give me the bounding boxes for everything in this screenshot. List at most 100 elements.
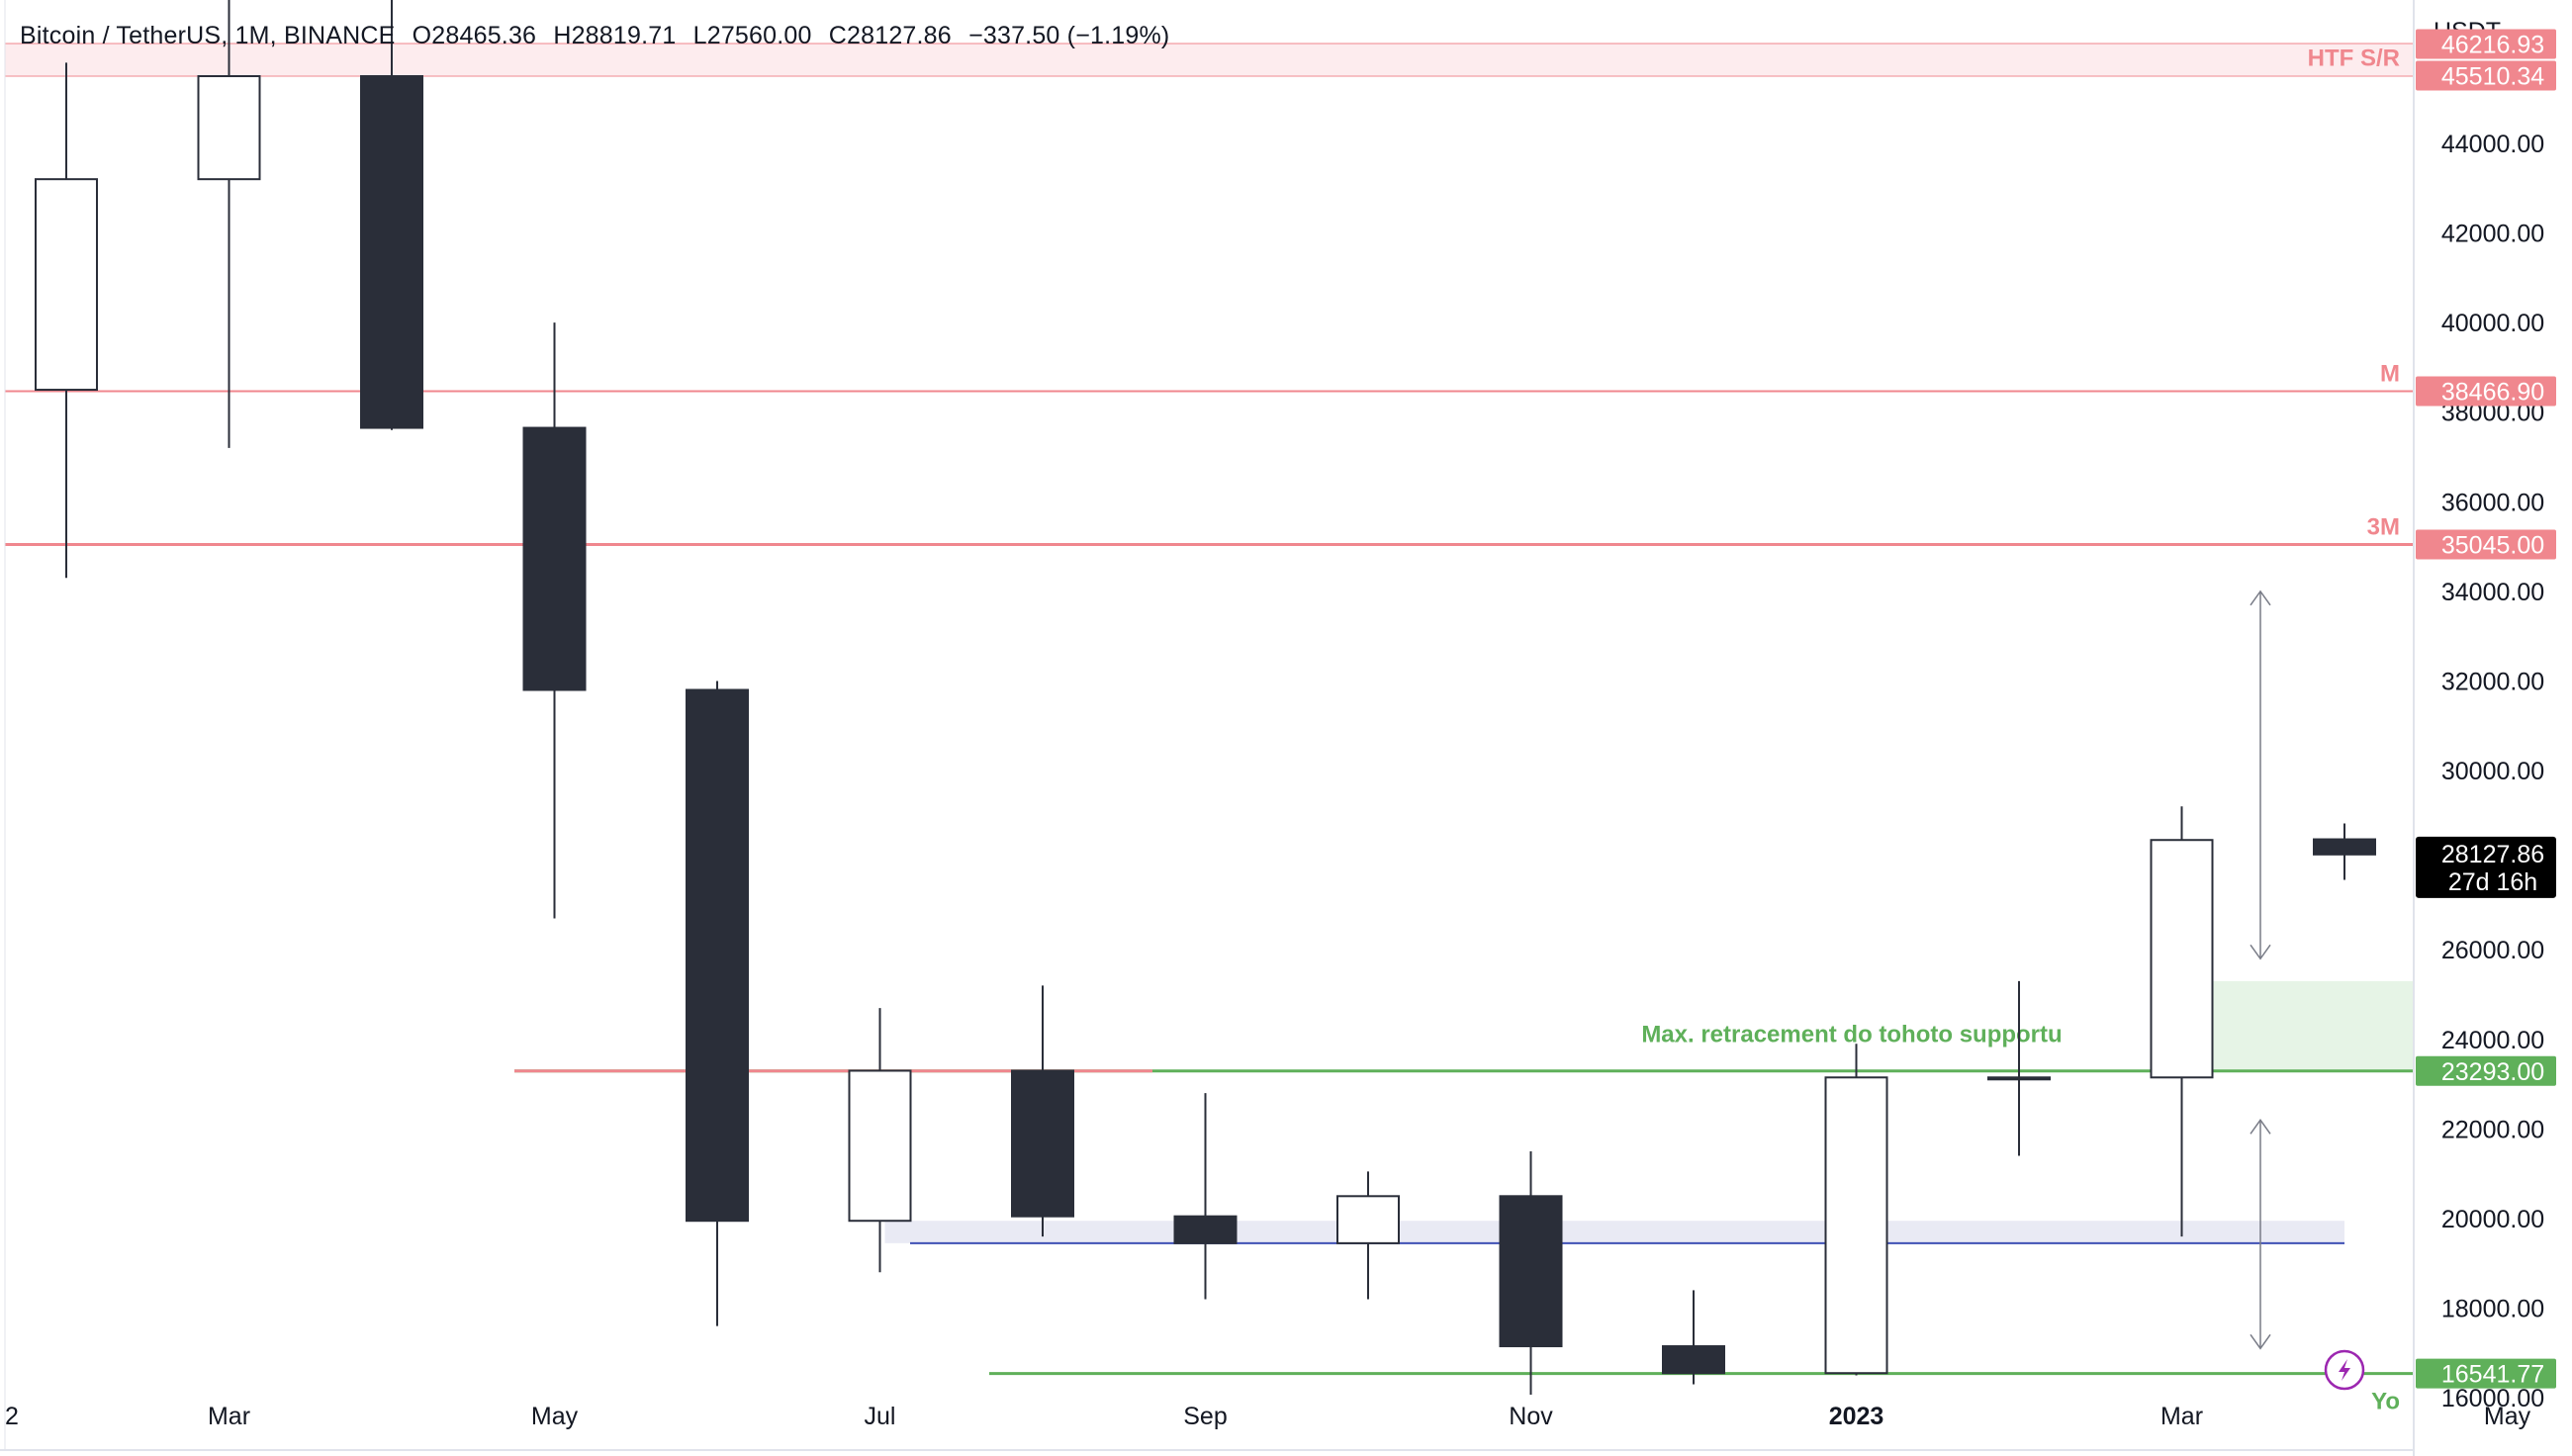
y-tick-label: 44000.00	[2441, 131, 2544, 158]
price-tag-bg	[2416, 529, 2556, 560]
y-tick-label: 20000.00	[2441, 1206, 2544, 1233]
candle-2023-02	[1987, 980, 2051, 1156]
y-tick-label: 42000.00	[2441, 221, 2544, 248]
price-tag-bg	[2416, 376, 2556, 407]
measure-arrow-head-top	[2250, 590, 2271, 606]
price-tag-3: 35045.00	[2416, 529, 2556, 560]
level-label-1: HTF S/R	[2308, 46, 2400, 72]
candle-body	[686, 688, 749, 1223]
x-tick-label: Nov	[1509, 1403, 1553, 1430]
candle-2022-05	[522, 322, 587, 919]
price-tag-label: 35045.00	[2441, 532, 2544, 560]
candle-2022-04	[360, 0, 423, 430]
symbol-label[interactable]: Bitcoin / TetherUS, 1M, BINANCE	[20, 22, 396, 49]
htf-band	[5, 44, 2414, 76]
candle-body	[1662, 1345, 1725, 1375]
candle-body	[1173, 1215, 1238, 1244]
ohlc-low: L27560.00	[692, 22, 812, 49]
lightning-icon[interactable]	[2324, 1349, 2365, 1391]
support-zone	[2209, 980, 2414, 1071]
lightning-icon-glyph	[2339, 1359, 2350, 1381]
candle-body	[1499, 1195, 1563, 1348]
candle-body	[35, 178, 98, 392]
ohlc-change: −337.50 (−1.19%)	[968, 22, 1170, 49]
ohlc-open: O28465.36	[412, 22, 537, 49]
x-tick-label: May	[531, 1403, 579, 1430]
price-tag-bg	[2416, 60, 2556, 91]
plot-area: Max. retracement do tohoto supportu	[5, 0, 2414, 1395]
level-label-3: 3M	[2367, 514, 2400, 541]
price-tag-bg	[2416, 1055, 2556, 1086]
level-label-5: Yo	[2371, 1389, 2400, 1415]
candle-2023-01	[1824, 1044, 1888, 1376]
candle-2022-11	[1499, 1151, 1563, 1395]
candle-2022-07	[848, 1008, 912, 1273]
candle-body	[2313, 838, 2376, 856]
candle-body	[360, 74, 423, 429]
x-tick-label: Sep	[1183, 1403, 1227, 1430]
y-tick-label: 36000.00	[2441, 489, 2544, 516]
price-tag-label: 45510.34	[2441, 63, 2544, 91]
price-tag-2: 38466.90	[2416, 376, 2556, 407]
candle-body	[197, 74, 261, 181]
price-tag-bg	[2416, 1358, 2556, 1389]
y-tick-label: 32000.00	[2441, 668, 2544, 695]
candle-body	[848, 1069, 912, 1223]
x-tick-label: Mar	[2160, 1403, 2203, 1430]
x-tick-label: 2023	[1829, 1403, 1884, 1430]
price-tag-bg	[2416, 29, 2556, 59]
y-tick-label: 26000.00	[2441, 937, 2544, 964]
candle-body	[1336, 1195, 1400, 1244]
measure-arrow-head-bottom	[2250, 944, 2271, 960]
measure-arrow-head-top	[2250, 1119, 2271, 1135]
candle-body	[1824, 1076, 1888, 1375]
y-tick-label: 34000.00	[2441, 579, 2544, 606]
x-tick-label: Jul	[865, 1403, 896, 1430]
price-tag-4: 23293.00	[2416, 1055, 2556, 1086]
level-label-2: M	[2380, 361, 2400, 388]
y-tick-label: 40000.00	[2441, 310, 2544, 337]
y-tick-label: 22000.00	[2441, 1116, 2544, 1143]
price-tag-label: 16541.77	[2441, 1361, 2544, 1389]
candle-2022-12	[1662, 1290, 1725, 1385]
symbol-legend: Bitcoin / TetherUS, 1M, BINANCE O28465.3…	[20, 22, 1179, 50]
candle-2022-03	[197, 0, 261, 448]
candle-2022-08	[1011, 985, 1074, 1237]
price-tag-5: 16541.77	[2416, 1358, 2556, 1389]
ohlc-close: C28127.86	[828, 22, 952, 49]
candle-body	[1011, 1069, 1074, 1218]
candle-body	[2150, 839, 2214, 1079]
x-tick-label: Mar	[208, 1403, 250, 1430]
measure-arrow-1	[2250, 1119, 2271, 1350]
last-price-bg	[2416, 836, 2556, 898]
y-tick-label: 18000.00	[2441, 1296, 2544, 1323]
measure-arrow-0	[2250, 590, 2271, 960]
x-tick-label: 2	[5, 1403, 19, 1430]
price-tag-label: 38466.90	[2441, 379, 2544, 407]
price-tag-0: 46216.93	[2416, 29, 2556, 59]
price-tag-1: 45510.34	[2416, 60, 2556, 91]
measure-arrow-head-bottom	[2250, 1333, 2271, 1350]
candle-2023-04	[2313, 823, 2376, 880]
price-tag-label: 23293.00	[2441, 1058, 2544, 1086]
last-price-countdown: 27d 16h	[2448, 868, 2537, 896]
range-zone	[884, 1221, 2344, 1243]
y-tick-label: 30000.00	[2441, 758, 2544, 785]
candle-2022-09	[1173, 1093, 1238, 1300]
candle-2022-02	[35, 62, 98, 579]
y-tick-label: 16000.00	[2441, 1385, 2544, 1412]
x-tick-label: May	[2484, 1403, 2531, 1430]
candle-2023-03	[2150, 806, 2214, 1237]
candle-body	[1987, 1076, 2051, 1081]
last-price-value: 28127.86	[2441, 841, 2544, 868]
candle-2022-10	[1336, 1171, 1400, 1300]
candle-body	[522, 426, 587, 691]
price-tag-label: 46216.93	[2441, 32, 2544, 59]
y-tick-label: 24000.00	[2441, 1027, 2544, 1054]
support-zone-label: Max. retracement do tohoto supportu	[1641, 1021, 2062, 1047]
ohlc-high: H28819.71	[553, 22, 677, 49]
candle-2022-06	[686, 681, 749, 1326]
